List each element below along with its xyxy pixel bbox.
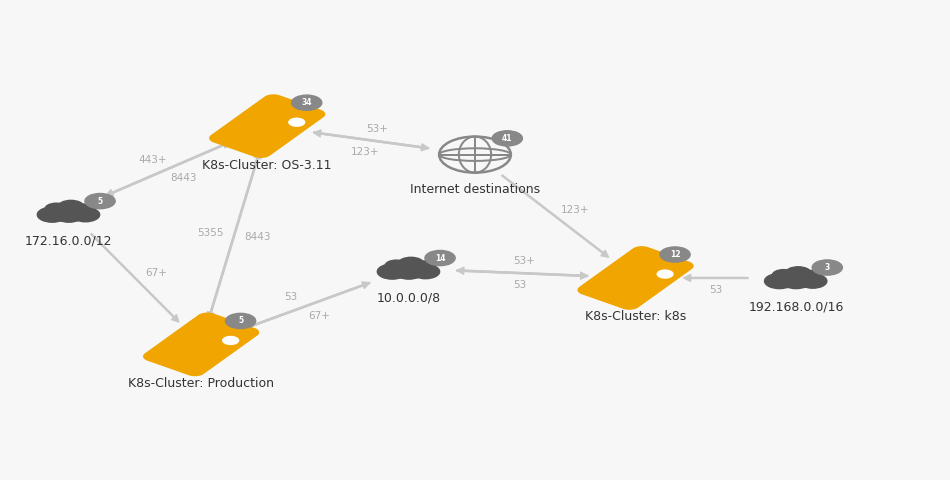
Circle shape <box>58 200 84 213</box>
Polygon shape <box>143 312 259 376</box>
Circle shape <box>377 264 408 279</box>
Circle shape <box>289 118 305 126</box>
Text: 34: 34 <box>301 98 312 107</box>
FancyArrowPatch shape <box>457 270 588 279</box>
Circle shape <box>225 313 256 328</box>
Circle shape <box>398 257 424 270</box>
Text: 67+: 67+ <box>308 311 330 321</box>
Text: 53+: 53+ <box>513 256 535 266</box>
Polygon shape <box>578 246 694 310</box>
Text: 41: 41 <box>502 134 513 143</box>
Circle shape <box>657 270 673 278</box>
Polygon shape <box>209 94 325 158</box>
Text: K8s-Cluster: k8s: K8s-Cluster: k8s <box>585 311 686 324</box>
Circle shape <box>812 260 843 275</box>
Text: 123+: 123+ <box>351 147 379 157</box>
Text: 172.16.0.0/12: 172.16.0.0/12 <box>25 235 113 248</box>
Text: K8s-Cluster: Production: K8s-Cluster: Production <box>128 377 275 390</box>
Text: 192.168.0.0/16: 192.168.0.0/16 <box>749 301 844 314</box>
Circle shape <box>385 260 408 272</box>
Circle shape <box>801 270 823 281</box>
Text: 8443: 8443 <box>170 173 197 183</box>
Text: 67+: 67+ <box>145 268 167 277</box>
Text: 8443: 8443 <box>244 232 271 242</box>
Circle shape <box>37 207 67 222</box>
Text: 53: 53 <box>284 292 297 302</box>
Circle shape <box>660 247 690 262</box>
Text: 3: 3 <box>825 263 830 272</box>
Circle shape <box>492 131 522 146</box>
Circle shape <box>413 261 435 272</box>
FancyArrowPatch shape <box>105 142 231 196</box>
Circle shape <box>292 95 322 110</box>
Text: 123+: 123+ <box>560 205 589 215</box>
Text: 443+: 443+ <box>139 155 167 165</box>
Text: 12: 12 <box>670 250 680 259</box>
FancyArrowPatch shape <box>684 275 748 281</box>
Text: 53: 53 <box>710 285 722 295</box>
FancyArrowPatch shape <box>91 233 179 322</box>
FancyArrowPatch shape <box>240 282 370 331</box>
Circle shape <box>772 270 795 281</box>
FancyArrowPatch shape <box>207 151 260 319</box>
Circle shape <box>45 203 67 215</box>
Text: Internet destinations: Internet destinations <box>410 183 540 196</box>
Circle shape <box>786 267 811 280</box>
Circle shape <box>425 251 455 265</box>
Circle shape <box>394 264 424 279</box>
Circle shape <box>222 336 238 345</box>
Text: 10.0.0.0/8: 10.0.0.0/8 <box>377 291 441 304</box>
Circle shape <box>74 204 95 215</box>
FancyArrowPatch shape <box>208 151 261 319</box>
FancyArrowPatch shape <box>240 282 370 331</box>
Text: 14: 14 <box>435 253 446 263</box>
Circle shape <box>54 207 84 222</box>
FancyArrowPatch shape <box>314 132 428 151</box>
Circle shape <box>765 274 794 288</box>
FancyArrowPatch shape <box>457 267 588 276</box>
Text: 5: 5 <box>238 316 243 325</box>
Circle shape <box>411 264 440 279</box>
Text: 5: 5 <box>98 197 103 205</box>
Text: K8s-Cluster: OS-3.11: K8s-Cluster: OS-3.11 <box>202 158 332 171</box>
Text: 53+: 53+ <box>367 124 389 134</box>
FancyArrowPatch shape <box>105 142 230 196</box>
FancyArrowPatch shape <box>502 175 609 257</box>
Circle shape <box>781 274 811 288</box>
Circle shape <box>71 207 100 222</box>
Circle shape <box>799 274 826 288</box>
Text: 5355: 5355 <box>198 228 224 239</box>
Circle shape <box>85 193 115 209</box>
FancyArrowPatch shape <box>314 130 428 149</box>
Text: 53: 53 <box>514 280 527 290</box>
